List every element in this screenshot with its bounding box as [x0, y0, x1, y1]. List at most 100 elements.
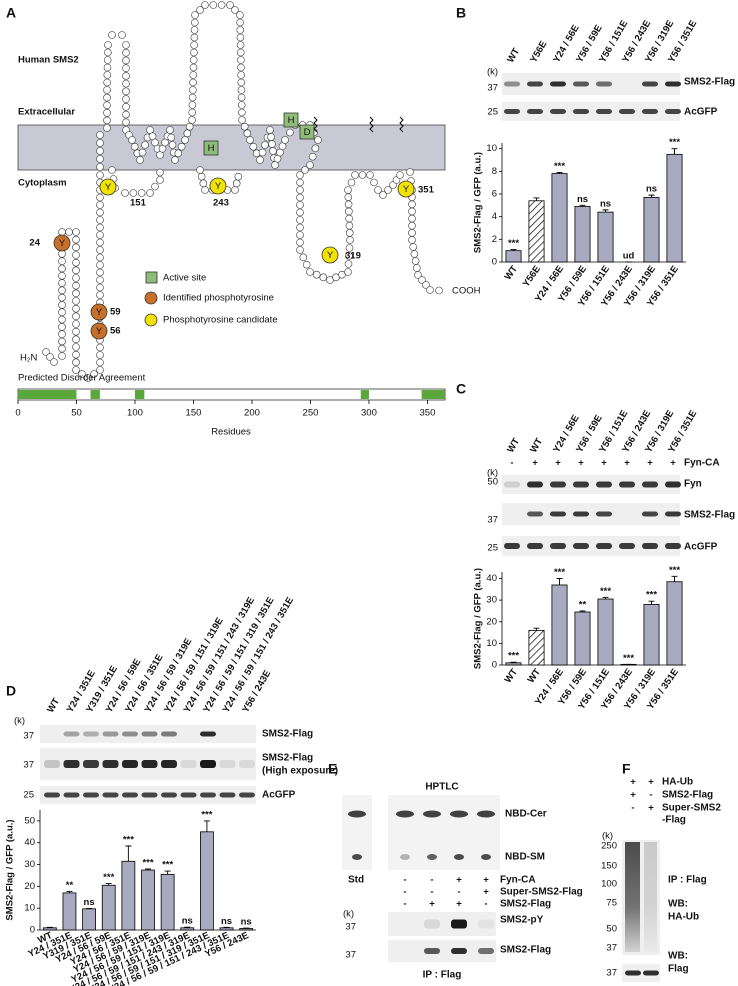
blot-band: [200, 792, 216, 798]
tyrosine-site: [53, 234, 71, 252]
x-tick-label: 50: [71, 408, 82, 419]
y-tick-label: 4: [492, 211, 497, 222]
residue-number: 56: [110, 326, 121, 337]
error-bar: [579, 610, 586, 613]
tyrosine-site: [321, 246, 339, 264]
residue-bead: [96, 253, 104, 262]
treatment-sign: +: [601, 458, 607, 469]
residue-bead: [268, 140, 276, 148]
residue-bead: [58, 264, 66, 273]
x-tick-label: 350: [420, 408, 436, 419]
blot-band: [665, 109, 681, 114]
blot: [502, 475, 680, 494]
residue-bead: [96, 351, 104, 359]
residue-bead: [246, 136, 254, 144]
treatment-sign: -: [430, 887, 433, 898]
residue-bead: [174, 149, 183, 158]
error-bar: [533, 627, 540, 631]
residue-bead: [236, 26, 245, 34]
residue-bead: [345, 214, 353, 223]
residue-bead: [237, 71, 245, 79]
blot-band: [527, 81, 543, 87]
residue-bead: [58, 293, 66, 302]
residue-bead: [408, 207, 416, 216]
residue-bead: [217, 1, 226, 9]
residue-bead: [156, 168, 164, 177]
bar: [505, 662, 522, 666]
tlc-spot: [454, 854, 464, 860]
error-bar: [648, 600, 655, 605]
residue-bead: [103, 101, 111, 109]
significance-label: ns: [182, 916, 193, 927]
residue-bead: [344, 268, 352, 276]
residue-bead: [281, 136, 289, 144]
treatment-sign: +: [647, 458, 653, 469]
residue-bead: [104, 41, 112, 49]
band-label: AcGFP: [684, 107, 718, 118]
palmitoyl: [313, 116, 318, 133]
residue-bead: [96, 193, 104, 202]
residue-bead: [422, 281, 430, 289]
residue-bead: [236, 33, 245, 42]
wb-target: Flag: [668, 964, 689, 975]
treatment-sign: +: [456, 899, 462, 910]
significance-label: ***: [669, 565, 680, 576]
blot-band: [550, 511, 566, 517]
residue-bead: [96, 276, 104, 284]
residue-bead: [189, 86, 197, 94]
residue-bead: [58, 315, 66, 324]
mw-marker: 37: [345, 950, 356, 961]
blot: [388, 940, 496, 962]
residue-number: 351: [418, 185, 435, 196]
residue-bead: [58, 330, 66, 338]
residue-bead: [189, 56, 198, 64]
blot-band: [102, 792, 119, 798]
residue-bead: [199, 179, 208, 188]
disorder-region: [421, 390, 445, 399]
blot-band: [642, 543, 658, 549]
treatment-label: Super-SMS2-Flag: [500, 887, 583, 898]
residue-bead: [96, 201, 104, 209]
residue-bead: [96, 246, 104, 254]
lipid-label: NBD-SM: [505, 852, 545, 863]
tlc-spot: [481, 854, 491, 860]
residue-bead: [58, 286, 66, 295]
blot: [502, 536, 680, 556]
residue-bead: [319, 273, 328, 282]
bar: [101, 884, 116, 931]
error-bar: [671, 148, 678, 155]
residue-bead: [78, 370, 86, 378]
disorder-region: [18, 390, 77, 399]
residue-bead: [347, 178, 356, 187]
significance-label: ***: [623, 653, 634, 664]
residue-bead: [234, 172, 243, 181]
x-tick-label: 250: [303, 408, 319, 419]
blot-band: [550, 109, 566, 114]
residue-bead: [201, 186, 209, 194]
significance-label: ***: [508, 238, 519, 249]
residue-bead: [358, 171, 367, 179]
treatment-label: SMS2-Flag: [500, 899, 551, 910]
x-tick-label: 300: [361, 408, 377, 419]
wb-label: WB:: [668, 951, 688, 962]
blot-band: [504, 109, 520, 114]
residue-bead: [190, 48, 198, 57]
blot-band: [102, 760, 119, 768]
treatment-sign: +: [578, 458, 584, 469]
blot-band: [665, 511, 681, 517]
blot-band: [596, 511, 612, 517]
tyrosine-letter: Y: [105, 182, 112, 193]
lane-header: Y56E: [528, 39, 549, 65]
tyrosine-site: [90, 303, 108, 321]
residue-bead: [103, 56, 112, 64]
residue-bead: [236, 18, 244, 27]
residue-bead: [296, 178, 304, 187]
x-tick-label: WT: [526, 667, 544, 686]
blot-band: [180, 760, 197, 768]
residue-number: 59: [110, 307, 121, 318]
blot-band: [200, 760, 216, 768]
blot-band: [424, 919, 440, 929]
residue-bead: [226, 1, 234, 9]
residue-bead: [103, 109, 111, 117]
significance-label: ***: [554, 161, 565, 172]
